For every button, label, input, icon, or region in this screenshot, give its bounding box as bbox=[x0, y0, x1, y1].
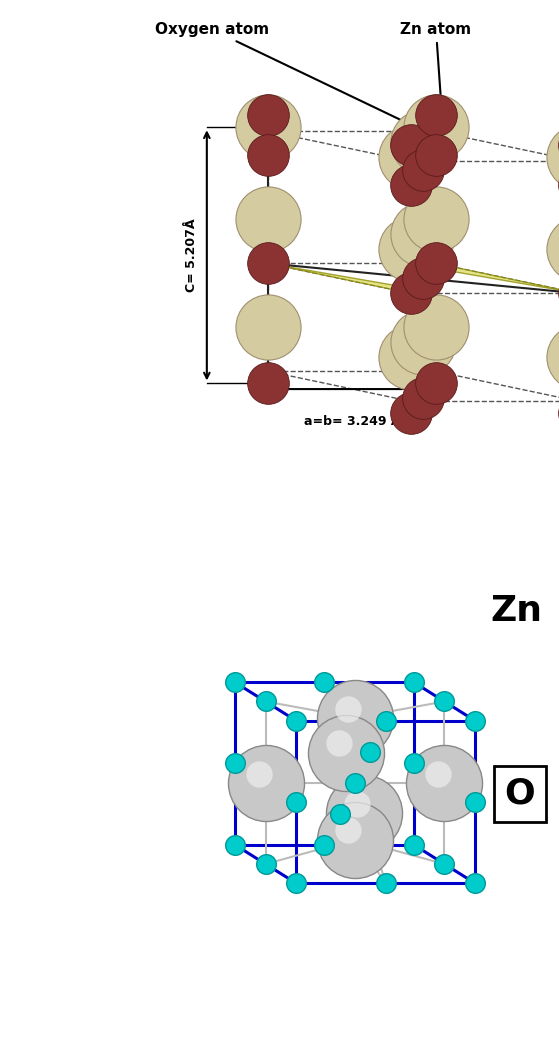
Point bbox=[433, 765, 442, 782]
Point bbox=[350, 832, 359, 849]
Text: Zn atom: Zn atom bbox=[400, 22, 472, 105]
Point bbox=[432, 375, 440, 391]
Point bbox=[419, 226, 428, 243]
Point bbox=[432, 118, 440, 135]
Point bbox=[264, 375, 273, 391]
Point bbox=[292, 712, 301, 729]
Point bbox=[264, 118, 273, 135]
Point bbox=[261, 856, 270, 873]
Point bbox=[432, 255, 440, 272]
Text: Zn: Zn bbox=[490, 595, 542, 628]
Point bbox=[342, 744, 350, 761]
Point bbox=[432, 211, 440, 227]
Point bbox=[350, 709, 359, 726]
Point bbox=[264, 255, 273, 272]
Point bbox=[360, 804, 369, 821]
Point bbox=[320, 836, 329, 853]
Point bbox=[344, 700, 353, 717]
Point bbox=[419, 334, 428, 351]
Point bbox=[264, 107, 273, 124]
Point bbox=[419, 134, 428, 151]
Point bbox=[350, 774, 359, 791]
Point bbox=[409, 836, 418, 853]
Point bbox=[320, 674, 329, 691]
Point bbox=[406, 149, 415, 166]
Point bbox=[471, 875, 480, 892]
Point bbox=[264, 211, 273, 227]
Point bbox=[366, 744, 375, 761]
Text: C= 5.207Å: C= 5.207Å bbox=[186, 219, 198, 292]
Point bbox=[381, 712, 390, 729]
Point bbox=[335, 735, 344, 752]
Point bbox=[261, 693, 270, 710]
Point bbox=[440, 693, 449, 710]
Point bbox=[432, 107, 440, 124]
Point bbox=[471, 794, 480, 810]
Point bbox=[419, 390, 428, 407]
Point bbox=[406, 285, 415, 302]
Point bbox=[419, 270, 428, 287]
Point bbox=[406, 405, 415, 422]
Point bbox=[335, 805, 344, 822]
Point bbox=[419, 162, 428, 179]
Point bbox=[344, 822, 353, 839]
Point bbox=[254, 765, 263, 782]
Text: a=b= 3.249 Å: a=b= 3.249 Å bbox=[304, 415, 400, 427]
Text: O: O bbox=[504, 777, 536, 810]
Point bbox=[230, 755, 239, 772]
Point bbox=[353, 796, 362, 813]
Point bbox=[381, 875, 390, 892]
Point bbox=[264, 318, 273, 335]
Point bbox=[440, 774, 449, 791]
Point bbox=[406, 177, 415, 194]
Point bbox=[230, 674, 239, 691]
Point bbox=[406, 241, 415, 258]
Point bbox=[406, 349, 415, 366]
Polygon shape bbox=[268, 263, 559, 293]
Point bbox=[471, 712, 480, 729]
Point bbox=[432, 147, 440, 164]
Point bbox=[406, 136, 415, 153]
Point bbox=[409, 674, 418, 691]
Point bbox=[440, 856, 449, 873]
Point bbox=[432, 318, 440, 335]
Point bbox=[261, 774, 270, 791]
Point bbox=[292, 875, 301, 892]
Point bbox=[264, 147, 273, 164]
Text: Oxygen atom: Oxygen atom bbox=[155, 22, 413, 126]
Point bbox=[409, 755, 418, 772]
Point bbox=[292, 794, 301, 810]
Point bbox=[230, 836, 239, 853]
